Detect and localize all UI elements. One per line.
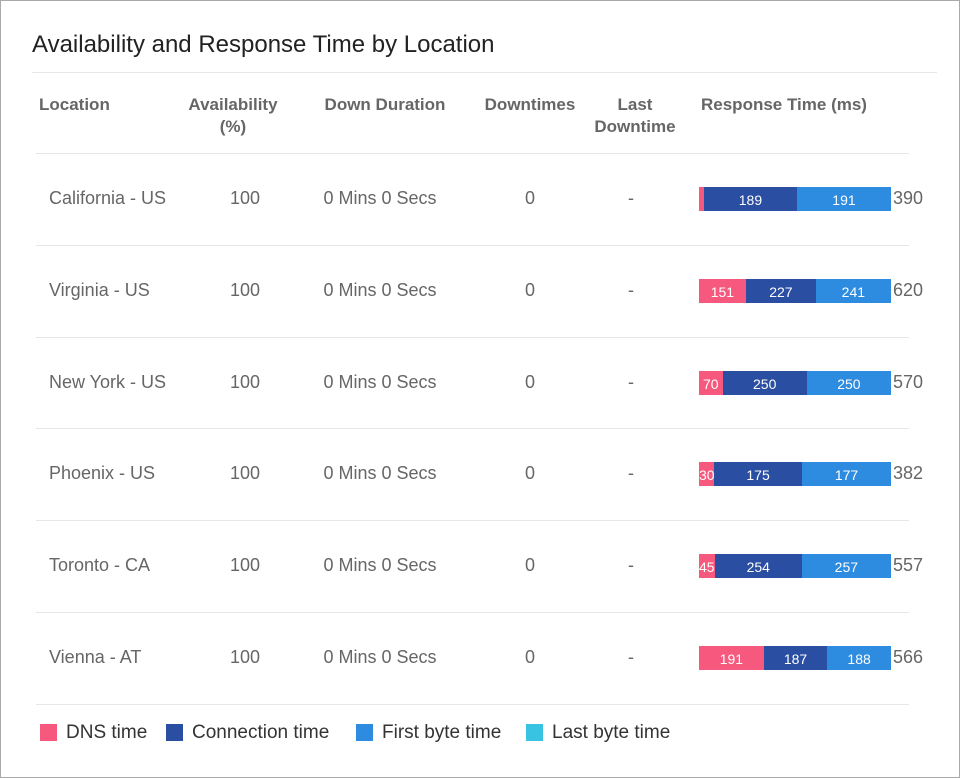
cell-availability: 100 [229, 279, 261, 300]
cell-last-downtime: - [628, 463, 634, 484]
response-bar: 30 175 177 [699, 462, 891, 487]
legend-label: DNS time [66, 722, 148, 743]
bar-segment: 30 [699, 462, 715, 487]
bar-segment: 175 [714, 462, 803, 487]
row-line [36, 703, 909, 705]
title: Availability and Response Time by Locati… [32, 31, 495, 58]
cell-down-duration: 0 Mins 0 Secs [323, 555, 437, 576]
bar-segment: 187 [763, 646, 828, 670]
response-total: 382 [893, 463, 924, 484]
response-total: 390 [893, 188, 924, 208]
row-line [36, 428, 909, 430]
bar-segment: 191 [796, 187, 891, 211]
cell-location: Virginia - US [49, 279, 150, 300]
cell-down-duration: 0 Mins 0 Secs [323, 279, 437, 300]
cell-availability: 100 [229, 647, 261, 667]
legend-label: Last byte time [552, 722, 671, 743]
response-total: 570 [893, 371, 924, 392]
column-header: Downtimes [484, 95, 576, 114]
bar-segment: 257 [802, 554, 891, 579]
cell-down-duration: 0 Mins 0 Secs [323, 371, 437, 392]
bar-segment: 250 [806, 370, 891, 395]
cell-downtimes: 0 [524, 188, 535, 208]
bar-segment: 227 [745, 278, 817, 303]
legend-swatch [166, 724, 183, 741]
bar-segment: 177 [802, 462, 891, 487]
cell-location: New York - US [49, 371, 167, 392]
column-header: Availability (%) [188, 95, 278, 136]
row-line [36, 336, 909, 338]
response-bar: 189 191 [699, 187, 891, 211]
response-bar: 191 187 188 [699, 646, 891, 670]
cell-down-duration: 0 Mins 0 Secs [323, 463, 437, 484]
response-total: 566 [893, 647, 924, 667]
legend-swatch [356, 724, 373, 741]
cell-downtimes: 0 [524, 463, 535, 484]
bar-segment: 191 [699, 646, 764, 670]
bar-segment: 151 [699, 278, 746, 303]
column-header: Response Time (ms) [701, 95, 867, 114]
response-bar: 70 250 250 [699, 370, 891, 395]
bar-segment: 254 [714, 554, 803, 579]
cell-down-duration: 0 Mins 0 Secs [323, 188, 437, 208]
cell-down-duration: 0 Mins 0 Secs [323, 647, 437, 667]
cell-downtimes: 0 [524, 279, 535, 300]
cell-location: Vienna - AT [49, 647, 142, 667]
cell-downtimes: 0 [524, 371, 535, 392]
bar-segment [699, 187, 704, 211]
column-header: Last Downtime [594, 95, 676, 136]
cell-last-downtime: - [628, 188, 634, 208]
divider [32, 72, 937, 73]
row-line [36, 520, 909, 522]
bar-segment: 45 [699, 554, 715, 579]
response-total: 557 [893, 555, 924, 576]
legend-swatch [40, 724, 57, 741]
legend-label: Connection time [192, 722, 330, 743]
cell-location: California - US [49, 188, 167, 208]
column-header: Location [39, 95, 110, 114]
response-bar: 45 254 257 [699, 554, 891, 579]
cell-last-downtime: - [628, 555, 634, 576]
cell-availability: 100 [229, 371, 261, 392]
cell-last-downtime: - [628, 647, 634, 667]
cell-availability: 100 [229, 463, 261, 484]
cell-last-downtime: - [628, 279, 634, 300]
bar-segment: 188 [827, 646, 891, 670]
response-total: 620 [893, 279, 924, 300]
column-header: Down Duration [324, 95, 446, 114]
cell-availability: 100 [229, 555, 261, 576]
cell-location: Phoenix - US [49, 463, 156, 484]
bar-segment: 250 [722, 370, 807, 395]
header-line [36, 153, 909, 154]
bar-segment: 189 [703, 187, 797, 211]
bar-segment: 70 [699, 370, 723, 395]
cell-downtimes: 0 [524, 555, 535, 576]
row-line [36, 244, 909, 246]
cell-last-downtime: - [628, 371, 634, 392]
response-bar: 151 227 241 [699, 278, 891, 303]
cell-location: Toronto - CA [49, 555, 151, 576]
cell-downtimes: 0 [524, 647, 535, 667]
row-line [36, 612, 909, 613]
cell-availability: 100 [229, 188, 261, 208]
legend-label: First byte time [382, 722, 502, 743]
bar-segment: 241 [816, 278, 891, 303]
legend-swatch [526, 724, 543, 741]
